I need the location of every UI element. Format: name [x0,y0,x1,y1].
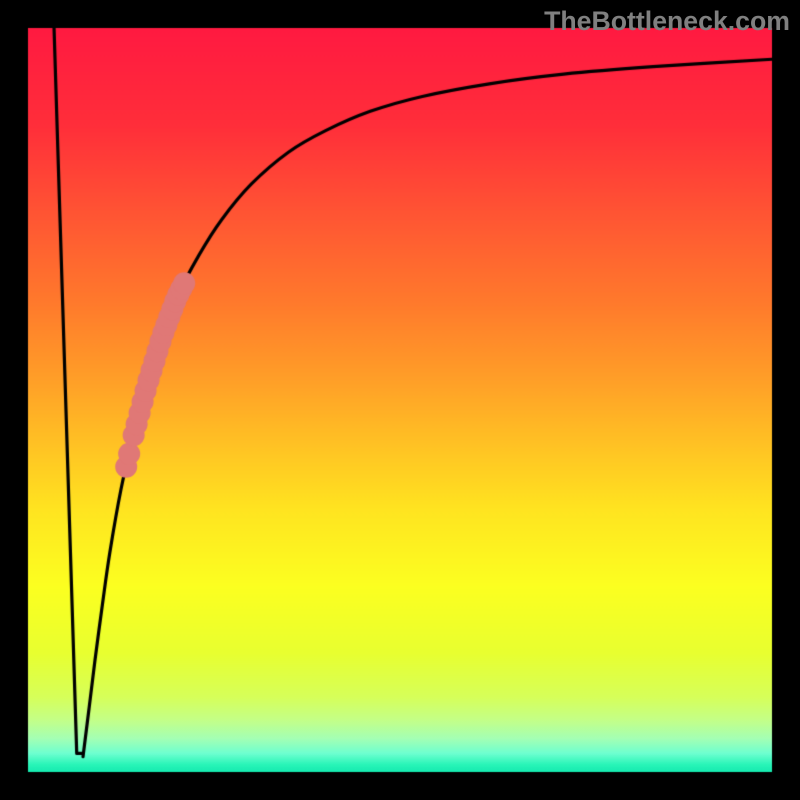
bottleneck-chart: TheBottleneck.com [0,0,800,800]
bottleneck-canvas [0,0,800,800]
